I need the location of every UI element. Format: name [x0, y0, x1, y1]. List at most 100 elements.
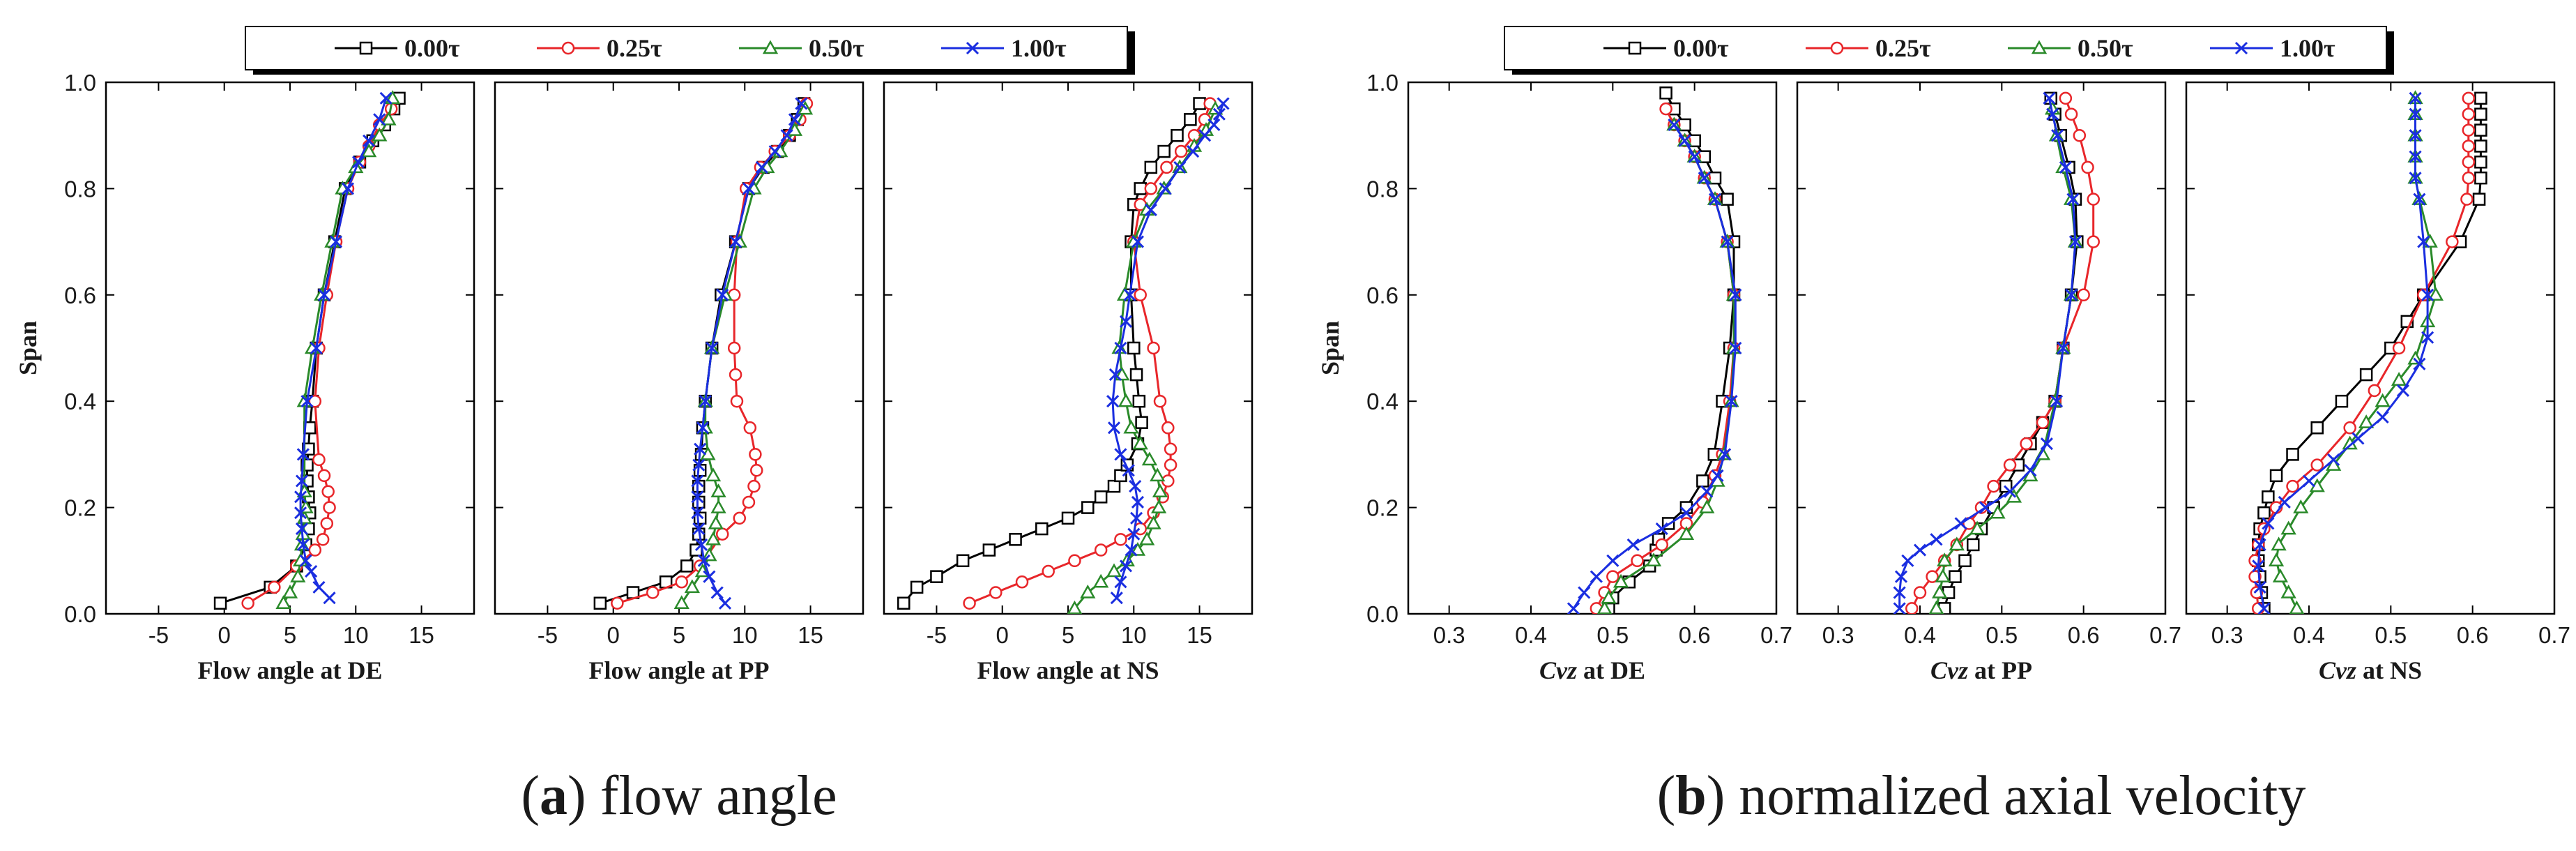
x-axis-ticks: 0.3 0.4 0.5 0.6 0.7: [1822, 82, 2181, 648]
x-axis-label: Flow angle at DE: [198, 656, 383, 684]
data-point: [2280, 520, 2296, 535]
x-tick-label: 0: [607, 622, 620, 648]
data-point: [2036, 416, 2050, 429]
y-tick-label: 0.6: [64, 283, 96, 308]
data-point: [1150, 499, 1167, 513]
data-point: [982, 543, 996, 557]
x-tick-label: 5: [673, 622, 685, 648]
panel-flow-angle-de: -5 0 5 10 15 0.0 0.2 0.4 0.6 0.8 1.0 Flow angle at …: [14, 70, 475, 684]
data-point: [1700, 485, 1714, 498]
data-point: [1725, 395, 1738, 408]
y-tick-label: 0.4: [64, 389, 96, 414]
y-tick-label: 0.2: [64, 495, 96, 521]
data-point: [2257, 602, 2271, 614]
legend-label: 0.25τ: [1875, 34, 1931, 62]
data-point: [1132, 435, 1148, 450]
data-point: [2253, 538, 2266, 552]
caption-b-text: normalized axial velocity: [1725, 765, 2306, 827]
data-point: [1174, 144, 1188, 158]
x-tick-label: 15: [798, 622, 823, 648]
x-tick-label: 0.5: [1986, 622, 2018, 648]
data-point: [1930, 533, 1943, 546]
data-point: [2417, 235, 2430, 248]
data-point: [2421, 288, 2434, 301]
data-point: [2269, 469, 2283, 483]
data-point: [294, 490, 307, 504]
data-point: [2474, 91, 2487, 105]
data-point: [710, 499, 726, 513]
data-point: [1134, 182, 1147, 195]
data-point: [2368, 384, 2381, 398]
data-point: [956, 554, 970, 568]
data-point: [2253, 580, 2266, 594]
data-point: [1141, 451, 1158, 466]
data-point: [1131, 235, 1145, 248]
data-point: [1108, 368, 1122, 382]
data-point: [1679, 506, 1693, 520]
y-axis-label: Span: [14, 321, 42, 375]
data-point: [2004, 485, 2017, 498]
data-point: [1645, 552, 1662, 567]
data-point: [2358, 414, 2375, 428]
data-point: [768, 144, 782, 158]
x-tick-label: 5: [284, 622, 296, 648]
legend-marker: [762, 40, 779, 54]
x-tick-label: 5: [1062, 622, 1074, 648]
data-point: [1606, 570, 1619, 583]
series-0.50τ: [275, 90, 401, 610]
data-point: [1668, 118, 1681, 132]
data-point: [646, 586, 660, 599]
series-1.00τ: [2252, 91, 2434, 614]
data-point: [1144, 182, 1158, 195]
data-point: [1094, 490, 1108, 504]
data-point: [2352, 432, 2365, 445]
x-axis-ticks: -5 0 5 10 15: [927, 82, 1212, 648]
data-point: [1718, 448, 1732, 461]
data-point: [1655, 522, 1668, 536]
data-point: [733, 511, 746, 525]
data-point: [1606, 554, 1619, 567]
data-point: [2428, 287, 2444, 301]
data-point: [308, 543, 322, 557]
data-point: [2059, 160, 2072, 174]
data-point: [1173, 160, 1187, 174]
data-point: [1937, 552, 1953, 567]
plot-frame: [494, 81, 864, 615]
data-point: [1171, 128, 1184, 142]
panel-flow-angle-pp: -5 0 5 10 15 Flow angle at PP: [494, 81, 864, 684]
data-point: [295, 522, 309, 536]
data-point: [716, 288, 729, 301]
x-axis-label-var: Cvz: [1539, 656, 1577, 684]
y-axis-ticks: [884, 82, 1252, 615]
data-point: [708, 515, 724, 529]
data-point: [2271, 536, 2287, 551]
data-point: [323, 501, 336, 514]
series-1.00τ: [1893, 91, 2082, 614]
data-point: [363, 134, 376, 147]
x-tick-label: 0.6: [1679, 622, 1711, 648]
data-point: [351, 156, 365, 169]
data-point: [317, 288, 331, 301]
y-axis-ticks: 0.0 0.2 0.4 0.6 0.8 1.0: [64, 70, 474, 627]
x-tick-label: 0.3: [1822, 622, 1854, 648]
x-tick-label: 0: [996, 622, 1009, 648]
y-tick-label: 0.8: [64, 176, 96, 202]
data-point: [1698, 172, 1711, 185]
data-point: [1114, 575, 1127, 589]
data-point: [295, 474, 309, 488]
data-point: [2286, 448, 2299, 461]
x-tick-label: 0.7: [2538, 622, 2570, 648]
data-point: [282, 584, 298, 598]
series-0.25τ: [963, 97, 1217, 610]
data-point: [1107, 421, 1121, 435]
x-axis-label: Flow angle at NS: [977, 656, 1159, 684]
data-point: [593, 596, 607, 610]
data-point: [2343, 421, 2356, 435]
data-point: [1721, 235, 1734, 248]
data-point: [694, 442, 707, 455]
data-point: [1009, 533, 1022, 546]
data-point: [705, 531, 722, 545]
series-1.00τ: [691, 97, 808, 610]
data-point: [703, 570, 716, 583]
